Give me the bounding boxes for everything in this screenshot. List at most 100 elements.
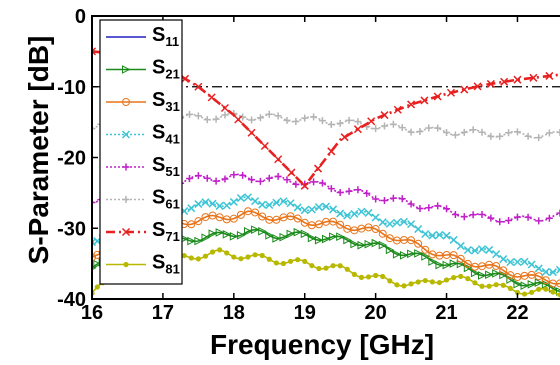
marker-s81: [500, 282, 506, 288]
marker-s21: [236, 230, 246, 240]
marker-s81: [472, 280, 478, 286]
marker-s41: [407, 220, 416, 229]
marker-s21: [336, 232, 345, 242]
marker-s31: [293, 214, 302, 223]
marker-s61: [469, 126, 477, 134]
marker-s61: [283, 116, 291, 124]
marker-s21: [414, 249, 423, 258]
marker-s51: [416, 204, 424, 212]
marker-s51: [186, 175, 193, 183]
marker-s81: [465, 276, 471, 282]
marker-s21: [286, 229, 296, 239]
marker-s51: [194, 172, 202, 180]
marker-s31: [314, 220, 323, 229]
marker-s41: [435, 230, 444, 239]
marker-s21: [258, 226, 267, 236]
marker-s21: [506, 275, 515, 284]
marker-s51: [336, 188, 344, 196]
marker-s21: [208, 229, 218, 238]
marker-s81: [493, 282, 499, 288]
marker-s81: [316, 265, 322, 272]
x-axis-title: Frequency [GHz]: [210, 329, 434, 360]
marker-s81: [266, 256, 272, 262]
marker-s41: [477, 245, 487, 254]
marker-s21: [364, 239, 374, 249]
marker-s41: [371, 213, 380, 222]
marker-s41: [414, 225, 423, 234]
marker-s41: [399, 217, 409, 226]
marker-s81: [536, 286, 542, 292]
marker-s21: [449, 259, 459, 268]
marker-s31: [556, 279, 560, 288]
marker-s21: [421, 252, 430, 261]
y-tick-label: -30: [57, 218, 86, 240]
marker-s31: [506, 271, 515, 280]
marker-s21: [93, 259, 102, 269]
marker-s51: [460, 213, 468, 221]
marker-s41: [343, 211, 352, 220]
marker-s81: [195, 256, 201, 262]
legend-label-s51: S51: [152, 154, 180, 179]
marker-s81: [295, 257, 301, 263]
marker-s21: [407, 249, 416, 259]
marker-s51: [345, 187, 353, 195]
marker-s41: [272, 198, 281, 207]
legend-label-s41: S41: [152, 122, 180, 147]
marker-s81: [387, 278, 393, 284]
marker-s41: [470, 246, 479, 255]
marker-s41: [392, 218, 401, 227]
marker-s21: [378, 240, 388, 250]
marker-s51: [292, 180, 300, 188]
marker-s31: [421, 245, 430, 254]
marker-s71: [420, 96, 429, 105]
marker-s61: [545, 129, 553, 137]
marker-s41: [350, 209, 359, 218]
marker-s81: [550, 289, 556, 295]
marker-s71: [367, 117, 376, 126]
y-tick-label: -20: [57, 148, 86, 170]
marker-s61: [505, 129, 513, 137]
marker-s41: [251, 197, 260, 206]
marker-s51: [478, 210, 486, 218]
legend-label-s21: S21: [152, 57, 180, 82]
marker-s51: [221, 175, 229, 183]
marker-s81: [451, 275, 457, 281]
marker-s71: [207, 93, 216, 102]
marker-s21: [272, 234, 281, 243]
marker-s31: [194, 217, 203, 226]
marker-s41: [300, 206, 309, 215]
marker-s61: [248, 116, 256, 124]
marker-s41: [485, 245, 494, 254]
marker-s51: [256, 177, 264, 185]
marker-s61: [345, 116, 353, 124]
marker-s61: [310, 113, 318, 121]
marker-s81: [273, 260, 279, 266]
marker-s31: [336, 220, 345, 229]
marker-s21: [187, 236, 196, 246]
marker-s61: [336, 119, 344, 127]
marker-s81: [351, 271, 357, 277]
marker-s81: [529, 289, 535, 295]
y-axis-title: S-Parameter [dB]: [23, 36, 54, 265]
marker-s71: [433, 92, 442, 101]
marker-s51: [398, 195, 406, 203]
legend-marker-s81: [123, 261, 129, 268]
marker-s41: [329, 205, 338, 214]
marker-s81: [443, 277, 450, 283]
marker-s61: [203, 116, 211, 124]
marker-s81: [330, 263, 336, 269]
marker-s21: [428, 257, 437, 266]
marker-s21: [279, 232, 289, 242]
marker-s71: [300, 181, 309, 190]
marker-s61: [513, 128, 521, 136]
marker-s71: [313, 164, 323, 173]
marker-s21: [556, 287, 560, 296]
marker-s81: [252, 252, 258, 258]
marker-s51: [318, 179, 326, 187]
marker-s31: [463, 259, 472, 268]
marker-s21: [343, 235, 352, 245]
marker-s51: [513, 213, 521, 221]
marker-s51: [443, 205, 451, 213]
marker-s51: [505, 217, 513, 225]
